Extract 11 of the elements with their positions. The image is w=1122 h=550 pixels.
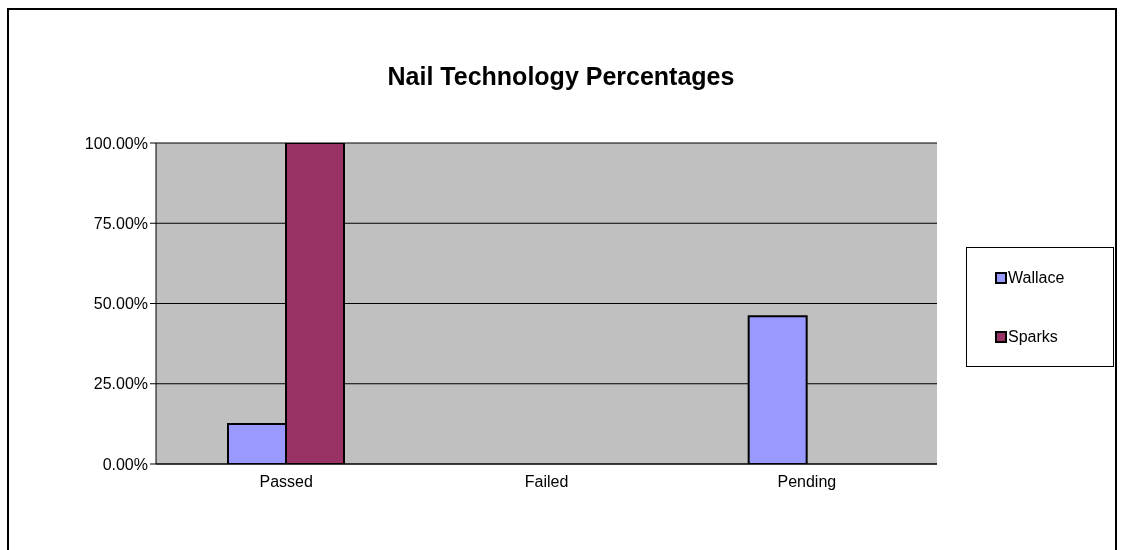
y-tick-label: 0.00% bbox=[102, 455, 148, 473]
legend-label: Sparks bbox=[1008, 327, 1058, 346]
x-tick-label: Pending bbox=[777, 473, 837, 491]
chart-title: Nail Technology Percentages bbox=[386, 61, 736, 92]
y-tick-label: 75.00% bbox=[93, 214, 148, 232]
x-tick-label: Failed bbox=[524, 473, 569, 491]
y-tick-label: 100.00% bbox=[84, 134, 148, 152]
y-tick-label: 50.00% bbox=[93, 295, 148, 313]
y-tick-label: 25.00% bbox=[93, 375, 148, 393]
legend-label: Wallace bbox=[1008, 268, 1065, 287]
x-tick-label: Passed bbox=[259, 473, 313, 491]
